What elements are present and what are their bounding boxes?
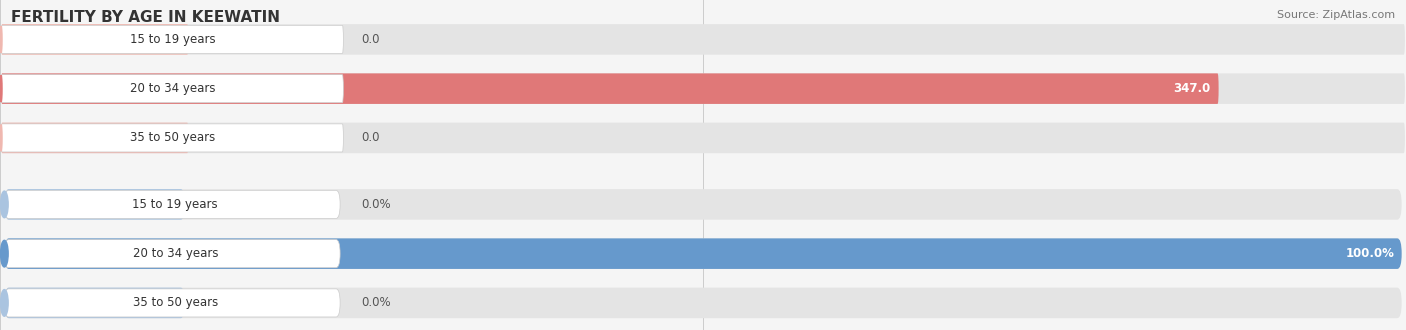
FancyBboxPatch shape <box>4 189 186 220</box>
Text: Source: ZipAtlas.com: Source: ZipAtlas.com <box>1277 10 1395 20</box>
FancyBboxPatch shape <box>1 123 188 153</box>
Text: 15 to 19 years: 15 to 19 years <box>131 33 215 46</box>
FancyBboxPatch shape <box>1 25 343 53</box>
FancyBboxPatch shape <box>1 123 1405 153</box>
FancyBboxPatch shape <box>4 189 1402 220</box>
Text: 20 to 34 years: 20 to 34 years <box>131 82 215 95</box>
Text: 0.0%: 0.0% <box>361 198 391 211</box>
Circle shape <box>0 191 8 218</box>
Text: 0.0%: 0.0% <box>361 296 391 310</box>
Text: 35 to 50 years: 35 to 50 years <box>131 131 215 145</box>
FancyBboxPatch shape <box>4 238 1402 269</box>
FancyBboxPatch shape <box>1 24 1405 55</box>
Circle shape <box>0 125 1 151</box>
FancyBboxPatch shape <box>1 124 343 152</box>
FancyBboxPatch shape <box>4 238 1402 269</box>
Text: 0.0: 0.0 <box>361 33 380 46</box>
Text: FERTILITY BY AGE IN KEEWATIN: FERTILITY BY AGE IN KEEWATIN <box>11 10 280 25</box>
FancyBboxPatch shape <box>1 24 188 55</box>
Circle shape <box>0 240 8 267</box>
FancyBboxPatch shape <box>4 288 1402 318</box>
FancyBboxPatch shape <box>1 75 343 103</box>
FancyBboxPatch shape <box>1 73 1405 104</box>
Text: 35 to 50 years: 35 to 50 years <box>132 296 218 310</box>
Text: 100.0%: 100.0% <box>1346 247 1395 260</box>
Circle shape <box>0 290 8 316</box>
Text: 20 to 34 years: 20 to 34 years <box>132 247 218 260</box>
FancyBboxPatch shape <box>4 190 340 218</box>
FancyBboxPatch shape <box>4 288 186 318</box>
Circle shape <box>0 26 1 53</box>
Circle shape <box>0 75 1 102</box>
FancyBboxPatch shape <box>1 73 1219 104</box>
Text: 347.0: 347.0 <box>1173 82 1211 95</box>
FancyBboxPatch shape <box>4 240 340 268</box>
Text: 15 to 19 years: 15 to 19 years <box>132 198 218 211</box>
Text: 0.0: 0.0 <box>361 131 380 145</box>
FancyBboxPatch shape <box>4 289 340 317</box>
